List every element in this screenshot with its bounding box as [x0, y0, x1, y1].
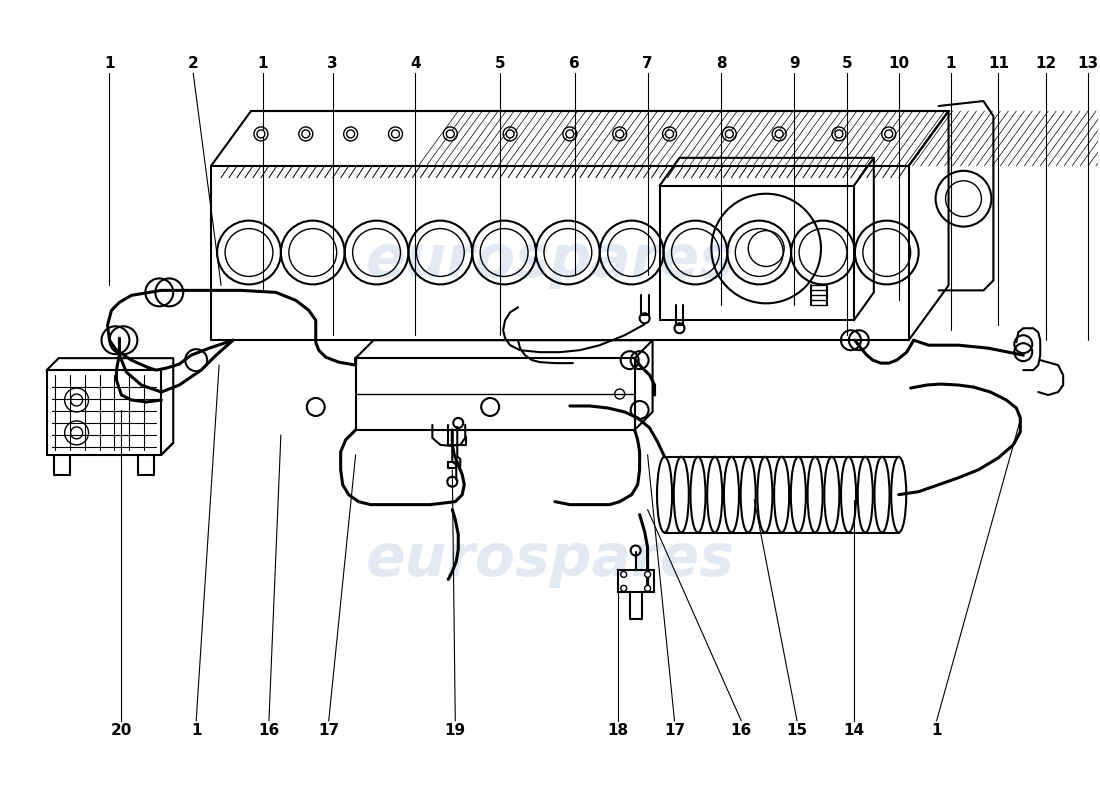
Text: 17: 17	[318, 723, 339, 738]
Text: 3: 3	[328, 56, 338, 70]
Text: 15: 15	[786, 723, 807, 738]
Text: 11: 11	[988, 56, 1009, 70]
Circle shape	[565, 130, 574, 138]
Circle shape	[645, 586, 650, 591]
Text: 20: 20	[111, 723, 132, 738]
Text: 1: 1	[932, 723, 942, 738]
Text: 1: 1	[257, 56, 268, 70]
Text: 9: 9	[789, 56, 800, 70]
Text: 1: 1	[104, 56, 114, 70]
Circle shape	[257, 130, 265, 138]
Text: 5: 5	[495, 56, 505, 70]
Text: 8: 8	[716, 56, 727, 70]
Circle shape	[506, 130, 514, 138]
Bar	[618, 570, 653, 592]
Circle shape	[776, 130, 783, 138]
Circle shape	[835, 130, 843, 138]
Text: 12: 12	[1035, 56, 1057, 70]
Circle shape	[666, 130, 673, 138]
Text: 16: 16	[258, 723, 279, 738]
Text: 1: 1	[945, 56, 956, 70]
Circle shape	[884, 130, 893, 138]
Circle shape	[725, 130, 734, 138]
Circle shape	[616, 130, 624, 138]
Text: 14: 14	[844, 723, 865, 738]
Circle shape	[620, 586, 627, 591]
Text: 7: 7	[642, 56, 653, 70]
Text: 19: 19	[444, 723, 465, 738]
Text: 16: 16	[730, 723, 752, 738]
Text: 1: 1	[191, 723, 201, 738]
Text: 13: 13	[1078, 56, 1099, 70]
Text: eurospares: eurospares	[365, 531, 735, 588]
Text: 17: 17	[664, 723, 685, 738]
Text: eurospares: eurospares	[365, 232, 735, 289]
Circle shape	[301, 130, 310, 138]
Circle shape	[620, 571, 627, 578]
Circle shape	[447, 130, 454, 138]
Text: 4: 4	[410, 56, 420, 70]
Circle shape	[392, 130, 399, 138]
Text: 18: 18	[607, 723, 628, 738]
Circle shape	[645, 571, 650, 578]
Text: 6: 6	[570, 56, 580, 70]
Circle shape	[346, 130, 354, 138]
Text: 5: 5	[842, 56, 852, 70]
Text: 10: 10	[888, 56, 910, 70]
Text: 2: 2	[188, 56, 199, 70]
